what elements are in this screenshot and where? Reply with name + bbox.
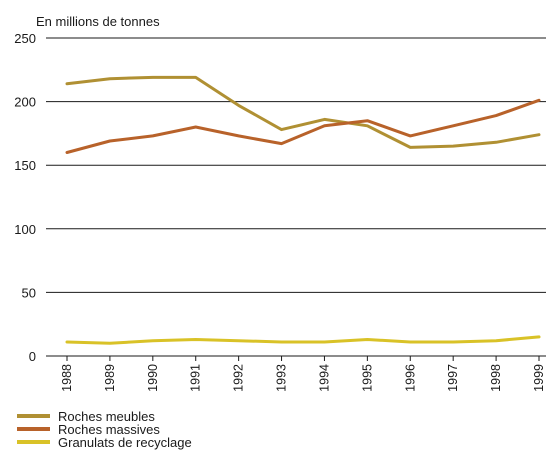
- x-tick-label: 1993: [275, 364, 289, 392]
- y-tick-label: 100: [14, 222, 36, 237]
- unit-label: En millions de tonnes: [36, 14, 160, 29]
- y-tick-label: 200: [14, 95, 36, 110]
- x-tick-label: 1988: [60, 364, 74, 392]
- grid-lines: [46, 37, 546, 293]
- y-tick-label: 150: [14, 158, 36, 173]
- x-tick-label: 1996: [403, 364, 417, 392]
- x-tick-label: 1998: [489, 364, 503, 392]
- x-axis-ticks: 1988 1989 1990 1991 1992 1993 1994 1995 1996 1997…: [60, 356, 546, 392]
- x-tick-label: 1999: [532, 364, 546, 392]
- y-axis-ticks: 0 50 100 150 200 250: [14, 31, 36, 364]
- legend-label-1: Roches massives: [58, 422, 160, 437]
- x-tick-label: 1989: [103, 364, 117, 392]
- legend-label-2: Granulats de recyclage: [58, 435, 192, 450]
- y-tick-label: 250: [14, 31, 36, 46]
- x-tick-label: 1990: [146, 364, 160, 392]
- series-line-2: [65, 335, 541, 345]
- x-tick-label: 1992: [232, 364, 246, 392]
- y-tick-label: 50: [22, 285, 36, 300]
- y-tick-label: 0: [29, 349, 36, 364]
- x-tick-label: 1994: [317, 364, 331, 392]
- x-tick-label: 1991: [189, 364, 203, 392]
- series-line-0: [65, 75, 541, 149]
- x-tick-label: 1995: [360, 364, 374, 392]
- legend-label-0: Roches meubles: [58, 409, 155, 424]
- series-line-1: [65, 98, 541, 154]
- x-tick-label: 1997: [446, 364, 460, 392]
- series-lines: [65, 75, 541, 345]
